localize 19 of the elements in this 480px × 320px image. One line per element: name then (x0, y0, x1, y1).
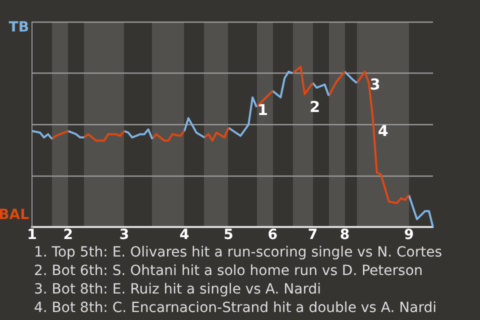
text: BAL (0, 206, 30, 223)
x-tick-label: 6 (268, 227, 278, 244)
text: 2. Bot 6th: S. Ohtani hit a solo home run vs D. Peterson (34, 263, 423, 280)
x-tick-label: 9 (404, 227, 414, 244)
x-tick-label: 1 (27, 227, 37, 244)
x-tick-label: 5 (224, 227, 234, 244)
text: 3. Bot 8th: E. Ruiz hit a single vs A. Nardi (34, 282, 321, 298)
x-tick-label: 3 (119, 227, 130, 244)
text: 4. Bot 8th: C. Encarnacion-Strand hit a double vs A. Nardi (34, 300, 436, 316)
x-tick-label: 4 (180, 227, 190, 244)
text: 1. Top 5th: E. Olivares hit a run-scoring single vs N. Cortes (34, 244, 442, 261)
x-tick-label: 2 (63, 227, 73, 244)
x-tick-label: 7 (308, 227, 318, 244)
annotation: 3 (370, 76, 380, 94)
annotation: 4 (378, 122, 388, 140)
text: TB (8, 20, 29, 36)
x-tick-label: 8 (340, 227, 350, 244)
annotation: 2 (310, 98, 320, 116)
annotation: 1 (258, 101, 268, 120)
